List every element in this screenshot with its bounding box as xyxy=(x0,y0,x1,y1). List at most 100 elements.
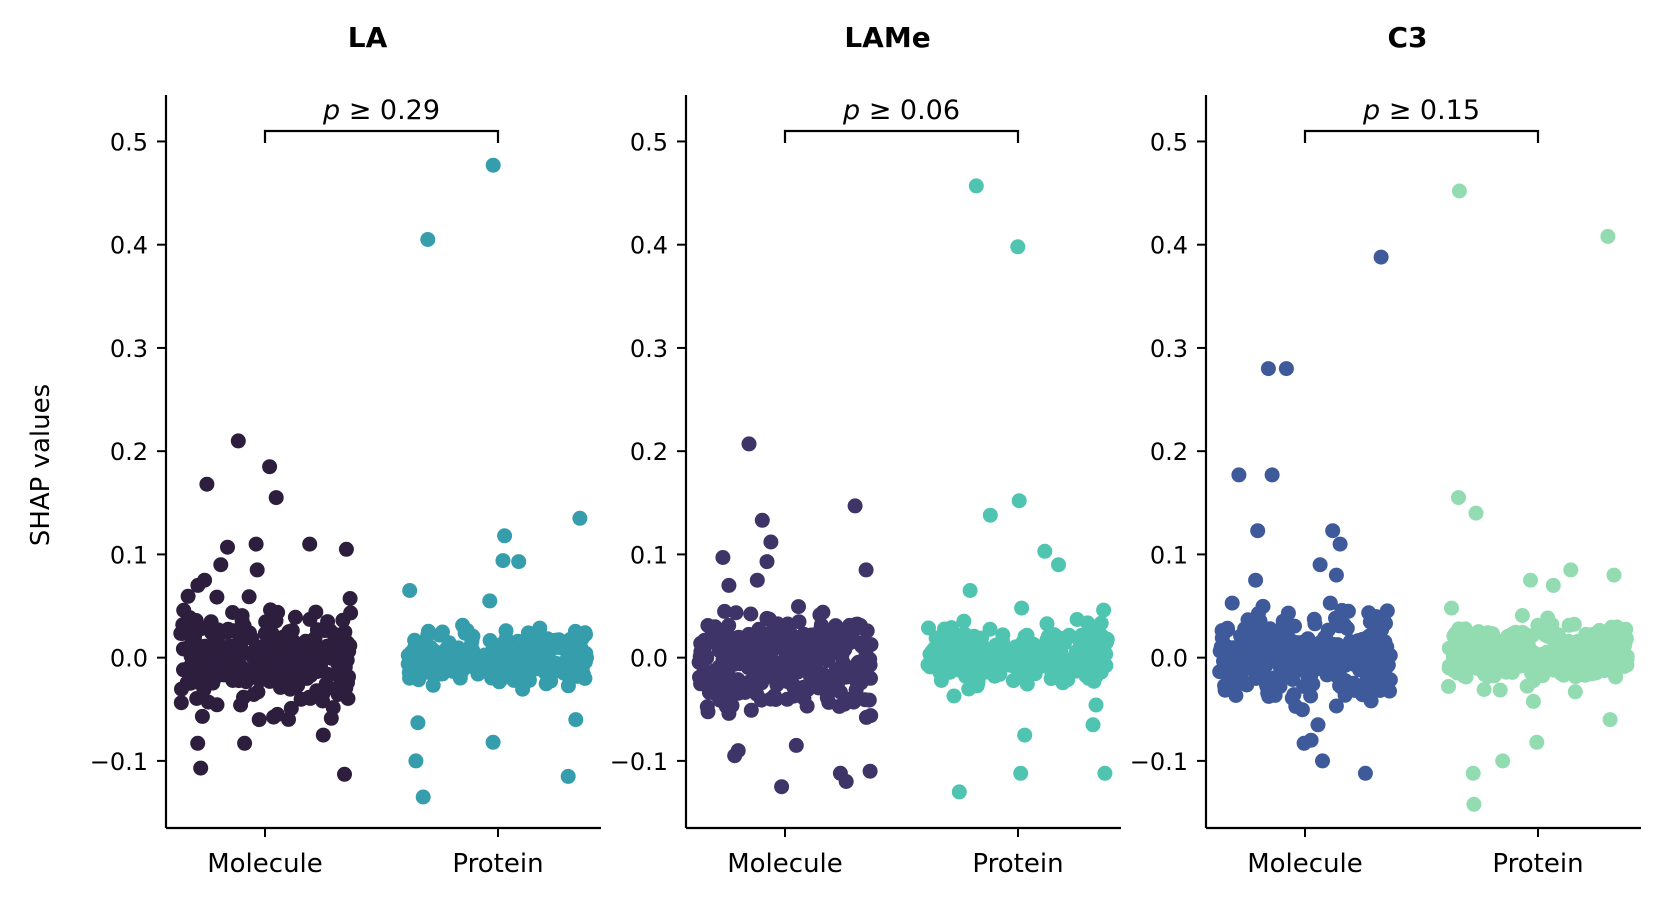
data-point xyxy=(308,604,324,620)
data-point xyxy=(1549,637,1564,653)
data-point xyxy=(213,641,229,657)
data-point xyxy=(328,635,344,651)
y-tick-label: −0.1 xyxy=(90,748,148,776)
data-point xyxy=(822,638,838,654)
data-point xyxy=(940,645,956,661)
data-point xyxy=(1457,621,1473,637)
data-point xyxy=(754,512,770,528)
data-point xyxy=(410,715,426,731)
x-tick-label: Protein xyxy=(1492,849,1583,879)
data-point xyxy=(1231,467,1247,483)
data-point xyxy=(337,665,353,681)
data-point xyxy=(1212,643,1228,659)
data-point xyxy=(743,702,759,718)
data-point xyxy=(1345,675,1361,691)
y-tick-label: 0.3 xyxy=(1150,335,1188,363)
data-point xyxy=(847,633,863,649)
data-point xyxy=(856,654,872,670)
data-point xyxy=(1212,664,1228,680)
data-point xyxy=(1574,632,1590,648)
data-point xyxy=(197,638,213,654)
data-point xyxy=(842,617,858,633)
data-point xyxy=(269,706,285,722)
data-point xyxy=(749,572,765,588)
data-point xyxy=(759,628,775,643)
data-point xyxy=(1322,595,1338,611)
data-point xyxy=(190,577,206,593)
data-point xyxy=(700,618,716,633)
significance-bracket xyxy=(263,129,500,143)
data-point xyxy=(1334,602,1350,618)
data-point xyxy=(232,633,248,649)
data-point xyxy=(209,589,225,605)
data-point xyxy=(1312,635,1328,651)
data-point xyxy=(1466,796,1482,812)
data-point xyxy=(958,668,974,684)
data-point xyxy=(1051,557,1066,573)
data-point xyxy=(173,625,189,641)
data-point xyxy=(556,659,572,675)
data-point xyxy=(246,643,262,659)
data-point xyxy=(862,763,878,779)
y-tick-label: 0.5 xyxy=(110,128,148,156)
data-point xyxy=(1311,651,1326,667)
data-point xyxy=(1264,629,1280,645)
chart-panel-c3: C3 −0.1 0.0 0.1 0.2 0.3 0.4 0.5 Molecule Protein p… xyxy=(1130,21,1641,879)
data-point xyxy=(497,528,513,544)
data-point xyxy=(791,614,807,630)
data-point xyxy=(1480,668,1496,684)
data-point xyxy=(1566,616,1582,632)
data-point xyxy=(835,643,851,659)
data-point xyxy=(810,635,826,650)
data-point xyxy=(1332,536,1348,552)
data-point xyxy=(722,652,738,668)
data-point xyxy=(1054,666,1070,682)
p-symbol: p xyxy=(842,95,860,126)
y-tick-label: 0.5 xyxy=(1150,128,1188,156)
data-point xyxy=(786,679,802,695)
p-value-annotation: p ≥ 0.29 xyxy=(322,95,440,126)
data-point xyxy=(1052,630,1068,646)
y-tick-label: 0.3 xyxy=(110,335,148,363)
data-point xyxy=(753,692,769,708)
data-point xyxy=(233,697,249,713)
data-point xyxy=(941,664,957,679)
data-point xyxy=(951,784,967,800)
data-point xyxy=(1328,567,1344,583)
data-point xyxy=(1619,657,1635,673)
data-point xyxy=(1499,658,1515,674)
data-point xyxy=(970,673,986,689)
data-point xyxy=(846,694,862,710)
data-point xyxy=(775,672,791,688)
y-tick-label: 0.3 xyxy=(630,335,668,363)
data-point xyxy=(498,623,514,639)
data-point xyxy=(338,541,354,557)
data-point xyxy=(408,753,424,769)
data-point xyxy=(268,613,284,629)
data-point xyxy=(560,678,576,694)
data-point xyxy=(262,459,278,475)
data-point xyxy=(314,662,330,678)
data-point xyxy=(1085,621,1100,637)
data-point xyxy=(218,624,234,640)
data-point xyxy=(1468,505,1484,521)
data-point xyxy=(449,653,465,669)
series-molecule xyxy=(173,433,359,782)
data-point xyxy=(1037,543,1053,559)
panel-title: LAMe xyxy=(844,21,930,54)
data-point xyxy=(712,680,728,696)
data-point xyxy=(441,635,457,651)
data-point xyxy=(485,734,501,750)
data-point xyxy=(1545,577,1561,593)
data-point xyxy=(246,687,262,702)
y-tick-label: 0.2 xyxy=(1150,438,1188,466)
data-point xyxy=(1543,656,1559,672)
data-point xyxy=(1530,617,1546,633)
data-point xyxy=(1514,608,1530,623)
data-point xyxy=(190,735,206,751)
data-point xyxy=(200,694,216,710)
data-point xyxy=(1368,665,1384,681)
data-point xyxy=(717,603,733,619)
data-point xyxy=(712,670,728,686)
data-point xyxy=(402,583,418,598)
